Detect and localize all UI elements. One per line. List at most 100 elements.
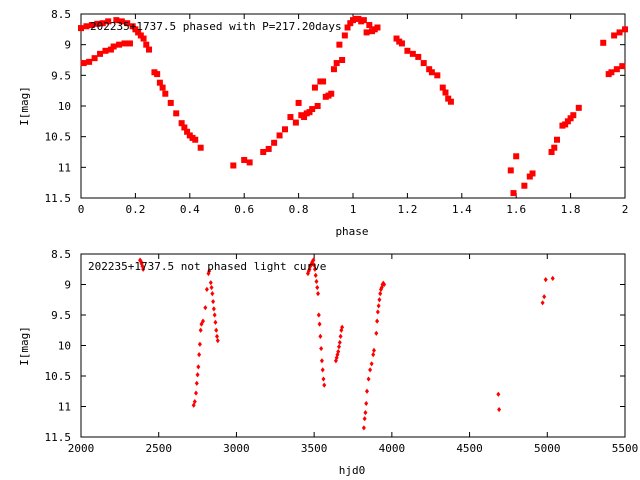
unphased-y-tick-label: 9.5 bbox=[51, 309, 71, 322]
phased-plot-frame bbox=[80, 13, 626, 199]
data-point bbox=[368, 367, 373, 373]
phased-x-tick-label: 0.8 bbox=[289, 203, 309, 216]
data-point bbox=[319, 345, 324, 352]
data-point bbox=[116, 41, 123, 48]
data-point bbox=[309, 260, 314, 266]
data-point bbox=[312, 262, 317, 268]
phased-y-tick-label: 9.5 bbox=[51, 69, 71, 82]
data-point bbox=[282, 126, 288, 133]
data-point bbox=[311, 84, 318, 91]
data-point bbox=[600, 39, 607, 46]
unphased-x-tick-label: 4000 bbox=[379, 442, 406, 455]
data-point bbox=[445, 95, 452, 102]
data-point bbox=[333, 60, 340, 67]
data-point bbox=[363, 29, 370, 36]
data-point bbox=[121, 40, 128, 47]
data-point bbox=[371, 352, 376, 358]
phased-x-tick-label: 0 bbox=[78, 203, 85, 216]
data-point bbox=[363, 410, 368, 416]
data-point bbox=[86, 58, 93, 65]
unphased-y-tick-label: 10 bbox=[58, 340, 71, 353]
data-point bbox=[328, 90, 335, 97]
phased-y-tick-label: 11.5 bbox=[45, 192, 72, 205]
data-point bbox=[265, 145, 272, 152]
data-point bbox=[295, 99, 302, 106]
phased-x-tick-label: 0.6 bbox=[234, 203, 254, 216]
data-point bbox=[376, 303, 381, 309]
data-point bbox=[97, 50, 104, 57]
data-point bbox=[622, 26, 628, 33]
data-point bbox=[339, 57, 346, 63]
data-point bbox=[619, 63, 626, 70]
data-point bbox=[319, 358, 324, 364]
unphased-x-tick-label: 5000 bbox=[534, 442, 561, 455]
data-point bbox=[203, 305, 208, 311]
data-point bbox=[551, 144, 558, 151]
phased-y-tick-label: 9 bbox=[64, 39, 71, 52]
data-point bbox=[311, 257, 316, 263]
data-point bbox=[140, 35, 147, 42]
unphased-plot-frame bbox=[80, 253, 626, 438]
unphased-chart-title: 202235+1737.5 not phased light curve bbox=[88, 260, 326, 273]
data-point bbox=[360, 17, 367, 24]
data-point bbox=[194, 380, 199, 386]
data-point bbox=[197, 144, 204, 151]
phased-x-tick-label: 1.4 bbox=[452, 203, 472, 216]
data-point bbox=[192, 399, 197, 405]
data-point bbox=[334, 355, 339, 361]
data-point bbox=[497, 406, 502, 413]
data-point bbox=[315, 284, 320, 291]
unphased-x-tick-label: 2000 bbox=[68, 442, 95, 455]
data-point bbox=[208, 280, 213, 286]
data-point bbox=[428, 69, 435, 76]
data-point bbox=[340, 324, 345, 330]
data-point bbox=[260, 149, 267, 155]
data-point bbox=[301, 114, 308, 121]
data-point bbox=[210, 291, 215, 297]
data-point bbox=[317, 321, 322, 327]
data-point bbox=[94, 20, 101, 27]
data-point bbox=[570, 112, 577, 119]
data-point bbox=[230, 162, 237, 169]
unphased-y-tick-label: 10.5 bbox=[45, 370, 72, 383]
data-point bbox=[404, 47, 411, 54]
data-point bbox=[204, 286, 209, 292]
data-point bbox=[197, 341, 202, 347]
data-point bbox=[341, 32, 348, 39]
data-point bbox=[99, 20, 106, 27]
data-point bbox=[521, 182, 528, 189]
unphased-y-tick-label: 11.5 bbox=[45, 431, 72, 444]
data-point bbox=[135, 29, 142, 36]
data-point bbox=[393, 35, 400, 42]
data-point bbox=[316, 312, 321, 318]
data-point bbox=[88, 22, 95, 29]
unphased-y-axis-label: I[mag] bbox=[18, 326, 31, 366]
data-point bbox=[199, 321, 204, 327]
data-point bbox=[420, 60, 427, 67]
data-point bbox=[192, 136, 199, 143]
data-point bbox=[141, 266, 146, 272]
data-point bbox=[613, 66, 620, 73]
data-point bbox=[321, 376, 326, 382]
data-point bbox=[213, 319, 218, 325]
data-point bbox=[91, 55, 98, 62]
data-point bbox=[374, 24, 381, 31]
data-point bbox=[562, 121, 569, 128]
data-point bbox=[214, 327, 219, 333]
data-point bbox=[336, 349, 341, 355]
data-point bbox=[306, 109, 313, 116]
data-point bbox=[442, 89, 449, 96]
data-point bbox=[173, 110, 180, 117]
data-point bbox=[154, 71, 161, 78]
data-point bbox=[426, 66, 433, 73]
data-point bbox=[548, 149, 555, 155]
data-point bbox=[377, 297, 382, 303]
data-point bbox=[529, 170, 536, 177]
data-point bbox=[212, 312, 217, 318]
data-point bbox=[378, 291, 383, 297]
phased-chart-title: 202235+1737.5 phased with P=217.20days bbox=[90, 20, 342, 33]
data-point bbox=[575, 104, 582, 111]
data-point bbox=[197, 352, 202, 358]
unphased-x-tick-label: 3500 bbox=[301, 442, 328, 455]
data-point bbox=[382, 281, 387, 288]
